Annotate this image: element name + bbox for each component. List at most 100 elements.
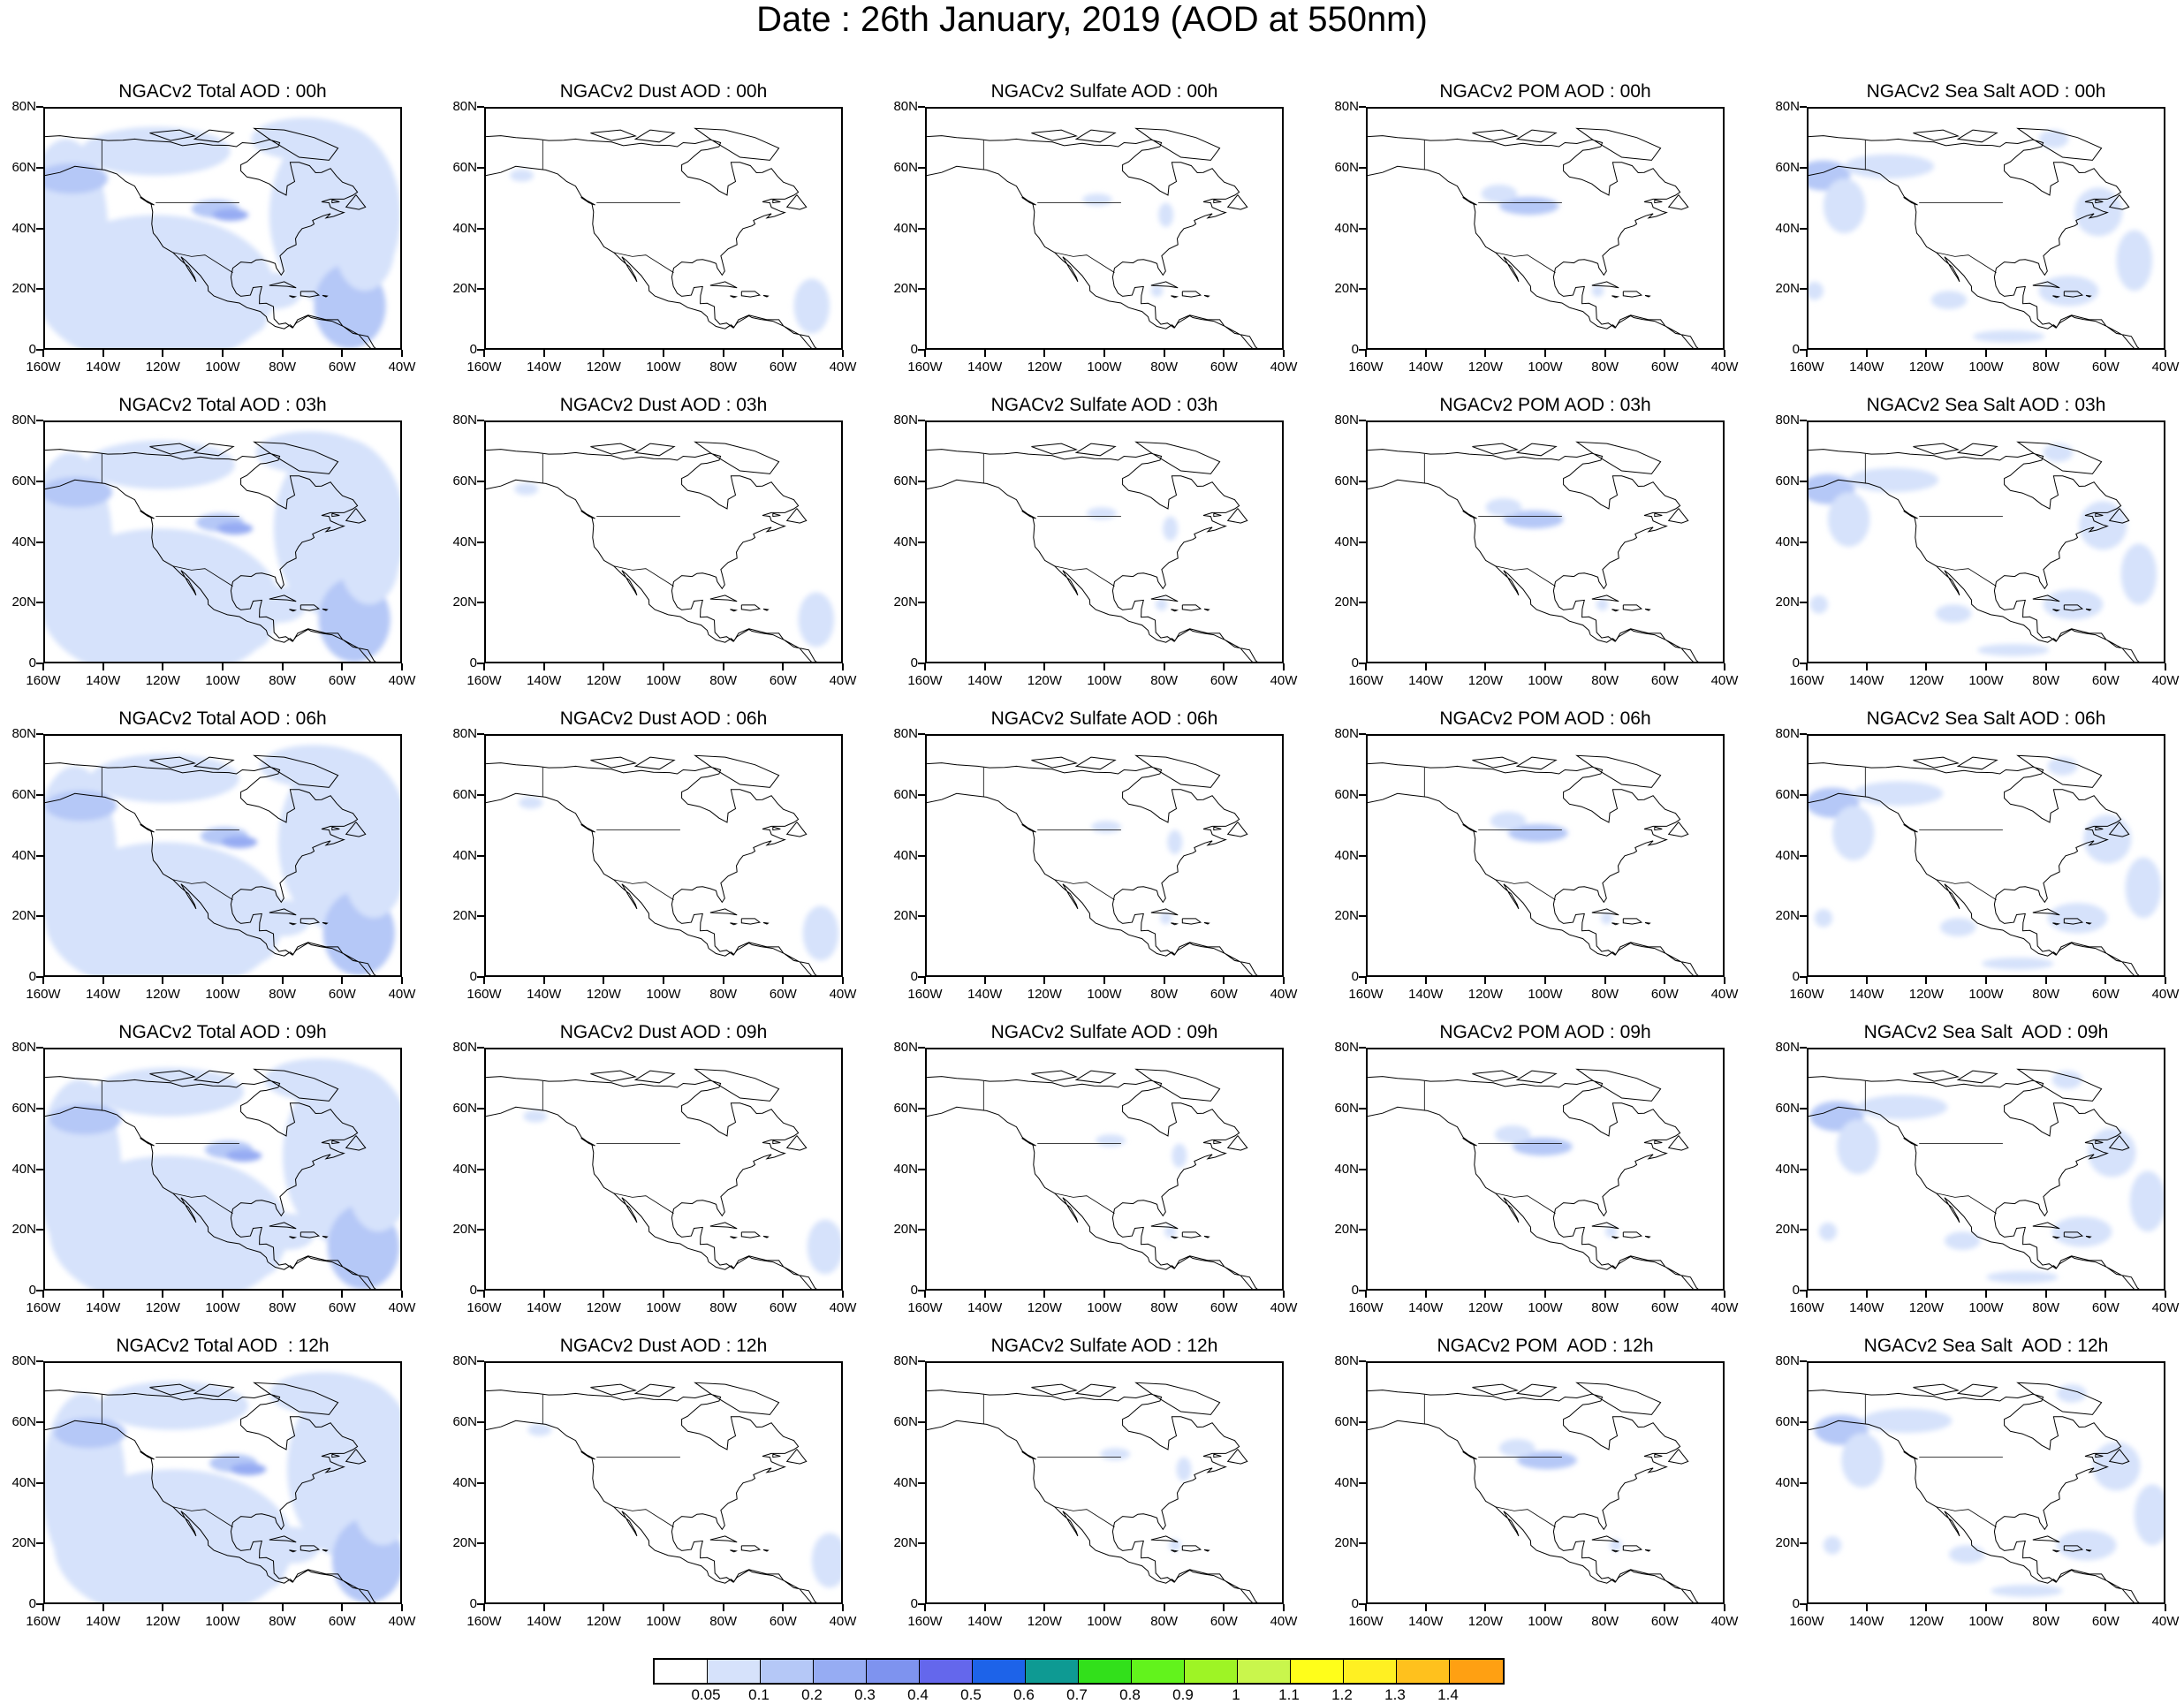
colorbar-box [1185,1660,1238,1683]
lat-tick [36,976,43,978]
lon-tick [1223,1291,1225,1298]
lat-tick-label: 0 [28,969,36,984]
lat-tick-label: 60N [893,786,918,802]
lon-tick [341,350,344,357]
figure-title: Date : 26th January, 2019 (AOD at 550nm) [756,0,1428,39]
lon-tick-label: 80W [1591,987,1619,1002]
lon-tick-label: 60W [328,360,356,375]
lat-tick [36,733,43,735]
coastline [927,754,1258,975]
lon-tick [1985,1291,1987,1298]
coastline [1809,754,2140,975]
lon-tick-label: 40W [829,360,857,375]
aod-field [1481,184,1604,298]
lon-tick [42,1604,44,1611]
lon-tick [983,1291,986,1298]
lon-tick-label: 40W [2151,673,2180,688]
lon-tick-label: 100W [1528,987,1563,1002]
colorbar-box [655,1660,708,1683]
map-panel [43,420,402,663]
lon-tick-label: 100W [205,1300,240,1315]
lon-tick [222,977,224,984]
lon-tick [782,663,785,670]
lat-tick [477,227,484,230]
panel-title: NGACv2 Sulfate AOD : 03h [990,395,1218,415]
lon-tick [1223,350,1225,357]
lat-tick-label: 20N [452,1535,477,1551]
lon-tick-label: 140W [86,360,121,375]
lat-tick [36,1360,43,1362]
lon-tick [782,350,785,357]
lon-tick-label: 120W [1027,1300,1062,1315]
colorbar-label: 0.5 [960,1686,982,1703]
lon-tick-label: 120W [1027,987,1062,1002]
lat-tick-label: 20N [452,1222,477,1238]
lon-tick [842,977,844,984]
lat-tick-label: 20N [1334,908,1359,924]
lon-tick-label: 60W [1210,673,1238,688]
lon-tick [1544,1604,1546,1611]
lon-tick [983,977,986,984]
lon-tick-label: 40W [388,1614,416,1629]
lat-tick-label: 60N [893,473,918,488]
lon-tick-label: 160W [1789,987,1824,1002]
lon-tick-label: 80W [1150,1614,1179,1629]
lat-tick-label: 80N [452,413,477,428]
lat-tick [1359,1360,1366,1362]
colorbar-label: 0.05 [691,1686,721,1703]
lon-tick [1043,1604,1046,1611]
country-border [982,140,1121,273]
country-border [1864,453,2003,587]
aod-patch [802,905,839,961]
country-border [982,767,1121,900]
lat-tick-label: 40N [452,220,477,236]
lon-tick [2104,1604,2107,1611]
lon-tick-label: 80W [1150,360,1179,375]
map-panel [484,107,843,350]
coastline [45,127,376,348]
panel-title: NGACv2 Sea Salt AOD : 03h [1866,395,2106,415]
lon-tick [1424,1604,1427,1611]
aod-patch [266,1526,321,1564]
aod-patch [1100,1448,1131,1460]
aod-patch [1494,1125,1531,1144]
lon-tick-label: 80W [269,1300,297,1315]
lon-tick [1925,350,1928,357]
lon-tick-label: 60W [769,1614,797,1629]
lon-tick [1925,1291,1928,1298]
country-border [982,453,1121,587]
lat-tick [918,733,925,735]
lat-tick [1359,1481,1366,1484]
lat-tick [1800,227,1807,230]
lon-tick-label: 120W [1908,1614,1944,1629]
lon-tick-label: 120W [586,1300,621,1315]
aod-field [1809,757,2162,970]
lon-tick [782,1604,785,1611]
lon-tick-label: 100W [1968,987,2004,1002]
coastline [927,1382,1258,1602]
lat-tick [918,106,925,108]
lon-tick [483,663,485,670]
lat-tick-label: 60N [11,1413,36,1429]
lon-tick [1484,663,1487,670]
aod-patch [2056,1530,2117,1561]
aod-field [1081,193,1174,298]
aod-patch [1977,643,2050,656]
lon-tick [1925,977,1928,984]
panel-title: NGACv2 Dust AOD : 12h [559,1336,768,1356]
lat-tick [477,733,484,735]
aod-field [45,1058,400,1289]
lon-tick [542,350,545,357]
lon-tick [2044,1604,2047,1611]
aod-map [1368,127,1699,348]
lon-tick-label: 160W [26,360,61,375]
lat-tick [36,1047,43,1049]
lat-tick [477,1420,484,1423]
aod-patch [1596,598,1609,611]
lat-tick-label: 40N [452,1474,477,1490]
lon-tick-label: 140W [527,673,562,688]
lat-tick-label: 60N [1334,159,1359,175]
lat-tick-label: 60N [1334,786,1359,802]
lat-tick [1800,106,1807,108]
lon-tick-label: 80W [1591,1614,1619,1629]
